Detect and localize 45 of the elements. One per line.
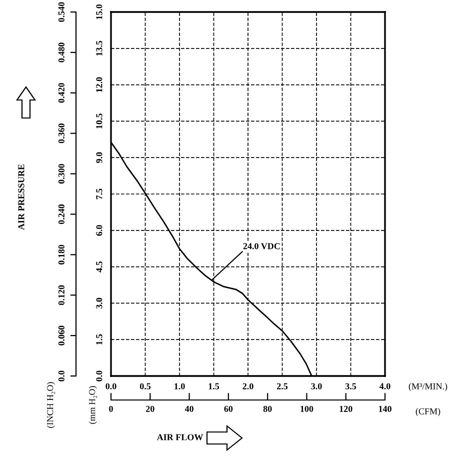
x2-tick-label: 0 bbox=[109, 406, 113, 412]
y-tick-label: 6.0 bbox=[96, 225, 102, 236]
x-tick-label: 0.5 bbox=[140, 383, 151, 390]
x-tick-label: 2.5 bbox=[276, 383, 288, 390]
x2-tick-label: 20 bbox=[146, 406, 154, 412]
y-tick-label: 9.0 bbox=[96, 152, 102, 163]
y2-tick-label: 0.240 bbox=[58, 204, 64, 224]
x-tick-label: 1.0 bbox=[174, 383, 185, 390]
y-tick-label: 4.5 bbox=[96, 261, 102, 272]
y2-tick-label: 0.360 bbox=[58, 124, 64, 144]
x2-tick-label: 40 bbox=[184, 406, 194, 412]
x-tick-label: 2.0 bbox=[242, 383, 254, 390]
annotation: 24.0 VDC bbox=[243, 243, 280, 250]
y2-tick-label: 0.480 bbox=[58, 42, 64, 62]
y-tick-label: 13.5 bbox=[96, 40, 102, 56]
y2-tick-label: 0.0 bbox=[58, 370, 64, 382]
y-tick-label: 7.5 bbox=[96, 188, 102, 200]
text: AIR FLOW bbox=[156, 434, 204, 440]
y-axis-title: (mm H₂O) bbox=[88, 386, 97, 424]
x2-tick-label: 140 bbox=[378, 406, 392, 412]
y-tick-label: 15.0 bbox=[96, 4, 102, 20]
x-tick-label: 3.0 bbox=[311, 383, 322, 390]
x2-tick-label: 60 bbox=[224, 406, 233, 412]
y2-tick-label: 0.060 bbox=[58, 326, 64, 346]
y2-tick-label: 0.120 bbox=[58, 285, 64, 305]
y-tick-label: 0.0 bbox=[96, 370, 102, 382]
y2-tick-label: 0.180 bbox=[58, 244, 64, 264]
y2-axis-title: (INCH H₂O) bbox=[46, 382, 55, 428]
x2-tick-label: 80 bbox=[263, 406, 272, 412]
y2-tick-label: 0.300 bbox=[58, 164, 64, 184]
x2-axis-title: (CFM) bbox=[416, 408, 440, 416]
x2-tick-label: 120 bbox=[340, 406, 352, 412]
x-tick-label: 3.5 bbox=[345, 383, 356, 390]
x-tick-label: 4.0 bbox=[379, 383, 390, 390]
x-tick-label: 1.5 bbox=[208, 383, 220, 390]
y-tick-label: 12.0 bbox=[96, 77, 102, 92]
x2-tick-label: 100 bbox=[300, 406, 314, 412]
x-axis-title: (M³/MIN.) bbox=[408, 383, 448, 392]
text: AIR PRESSURE bbox=[18, 164, 24, 230]
y-tick-label: 10.5 bbox=[96, 114, 102, 128]
x-tick-label: 0.0 bbox=[106, 383, 116, 390]
y2-tick-label: 0.420 bbox=[58, 83, 64, 103]
y-tick-label: 1.5 bbox=[96, 334, 102, 345]
y-tick-label: 3.0 bbox=[96, 298, 102, 308]
y2-tick-label: 0.540 bbox=[58, 2, 64, 22]
